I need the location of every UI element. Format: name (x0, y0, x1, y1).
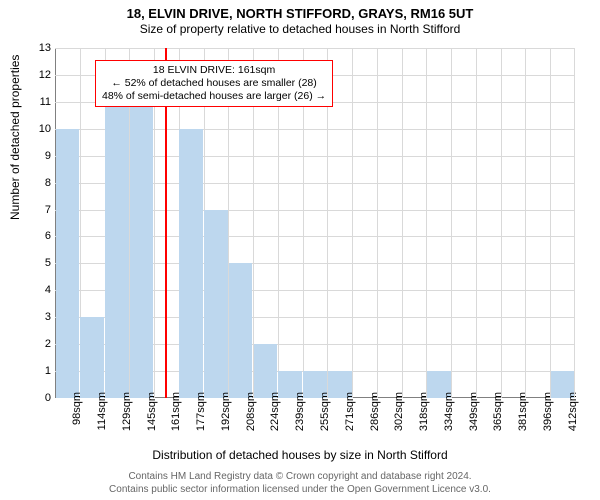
bar (105, 102, 129, 398)
y-tick-label: 10 (27, 123, 51, 135)
page-title: 18, ELVIN DRIVE, NORTH STIFFORD, GRAYS, … (0, 6, 600, 21)
bar (56, 129, 80, 398)
x-tick-label: 349sqm (468, 392, 480, 431)
chart-area: 01234567891011121398sqm114sqm129sqm145sq… (55, 48, 575, 398)
callout-line: 48% of semi-detached houses are larger (… (102, 90, 326, 103)
y-tick-label: 12 (27, 69, 51, 81)
callout-line: 18 ELVIN DRIVE: 161sqm (102, 64, 326, 77)
y-tick-label: 9 (27, 150, 51, 162)
y-tick-label: 1 (27, 365, 51, 377)
gridline-v (377, 48, 378, 398)
gridline-v (550, 48, 551, 398)
callout-box: 18 ELVIN DRIVE: 161sqm← 52% of detached … (95, 60, 333, 107)
page-subtitle: Size of property relative to detached ho… (0, 22, 600, 36)
axes: 01234567891011121398sqm114sqm129sqm145sq… (55, 48, 575, 398)
x-tick-label: 412sqm (567, 392, 579, 431)
bar (229, 263, 253, 398)
x-tick-label: 365sqm (492, 392, 504, 431)
x-tick-label: 145sqm (146, 392, 158, 431)
y-tick-label: 2 (27, 338, 51, 350)
gridline-v (476, 48, 477, 398)
gridline-v (402, 48, 403, 398)
bar (179, 129, 203, 398)
y-tick-label: 11 (27, 96, 51, 108)
gridline-v (352, 48, 353, 398)
y-tick-label: 13 (27, 42, 51, 54)
x-tick-label: 381sqm (517, 392, 529, 431)
y-tick-label: 6 (27, 230, 51, 242)
x-tick-label: 271sqm (344, 392, 356, 431)
gridline-v (574, 48, 575, 398)
footer-line: Contains public sector information licen… (0, 484, 600, 497)
gridline-h (55, 48, 575, 49)
y-tick-label: 5 (27, 257, 51, 269)
y-tick-label: 4 (27, 284, 51, 296)
callout-line: ← 52% of detached houses are smaller (28… (102, 77, 326, 90)
x-tick-label: 302sqm (393, 392, 405, 431)
gridline-v (451, 48, 452, 398)
x-tick-label: 286sqm (369, 392, 381, 431)
bar (204, 210, 228, 398)
y-tick-label: 0 (27, 392, 51, 404)
bar (254, 344, 278, 398)
x-tick-label: 334sqm (443, 392, 455, 431)
bar (130, 102, 154, 398)
y-tick-label: 3 (27, 311, 51, 323)
y-tick-label: 8 (27, 177, 51, 189)
footer: Contains HM Land Registry data © Crown c… (0, 471, 600, 496)
gridline-v (501, 48, 502, 398)
y-axis-label: Number of detached properties (8, 55, 22, 220)
gridline-v (426, 48, 427, 398)
bar (80, 317, 104, 398)
footer-line: Contains HM Land Registry data © Crown c… (0, 471, 600, 484)
x-axis-label: Distribution of detached houses by size … (0, 448, 600, 462)
y-tick-label: 7 (27, 204, 51, 216)
gridline-v (525, 48, 526, 398)
